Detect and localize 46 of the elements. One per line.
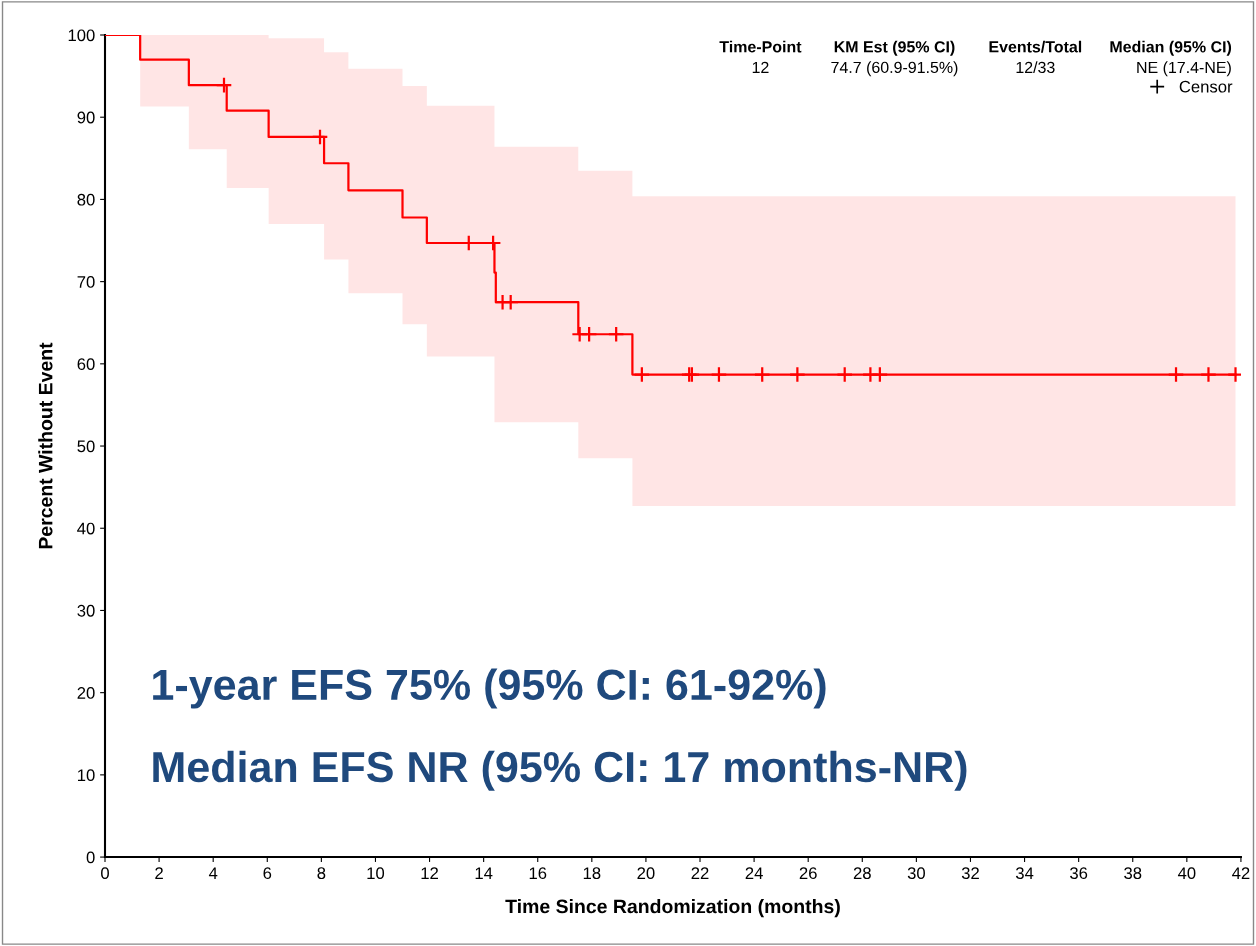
x-tick-label: 16 <box>529 867 547 880</box>
annotation: KM Est (95% CI) <box>834 40 955 56</box>
x-tick-label: 4 <box>208 867 218 879</box>
text: Censor <box>1179 80 1233 93</box>
y-tick-label: 90 <box>77 111 95 124</box>
y-tick-label: 10 <box>78 769 95 782</box>
x-tick-label: 28 <box>853 867 871 880</box>
x-axis-title: Time Since Randomization (months) <box>505 899 840 918</box>
annotation: Median (95% CI) <box>1110 40 1232 56</box>
y-tick-label: 20 <box>77 687 95 699</box>
annotation: NE (17.4-NE) <box>1137 61 1231 77</box>
annotation: 1-year EFS 75% (95% CI: 61-92%) <box>153 668 826 709</box>
annotation: 12/33 <box>1016 61 1055 74</box>
x-tick-label: 38 <box>1124 867 1142 880</box>
y-tick-label: 40 <box>77 522 95 535</box>
annotation: 12 <box>752 61 769 73</box>
x-tick-label: 32 <box>961 867 979 880</box>
y-tick-label: 100 <box>68 29 95 42</box>
x-tick-label: 22 <box>691 867 709 879</box>
x-tick-label: 36 <box>1070 867 1088 880</box>
x-tick-label: 34 <box>1015 867 1034 880</box>
x-tick-label: 26 <box>799 867 817 880</box>
y-tick-label: 50 <box>77 440 95 453</box>
y-tick-label: 70 <box>77 276 95 288</box>
x-tick-label: 12 <box>421 867 438 879</box>
y-tick-label: 80 <box>77 193 95 206</box>
x-tick-label: 20 <box>637 867 655 880</box>
x-tick-label: 24 <box>745 867 763 879</box>
x-tick-label: 14 <box>475 867 493 879</box>
x-tick-label: 18 <box>583 867 601 880</box>
x-tick-label: 10 <box>367 867 385 880</box>
x-tick-label: 30 <box>907 867 925 880</box>
x-tick-label: 42 <box>1232 867 1250 879</box>
annotation: Events/Total <box>989 40 1082 53</box>
x-tick-label: 8 <box>317 867 326 880</box>
annotation: Time-Point <box>719 40 802 53</box>
y-axis-title: Percent Without Event <box>38 342 53 549</box>
annotation: 74.7 (60.9-91.5%) <box>831 61 958 77</box>
x-tick-label: 40 <box>1177 867 1196 880</box>
x-tick-label: 6 <box>263 867 272 880</box>
x-tick-label: 0 <box>101 867 109 880</box>
x-tick-label: 2 <box>155 867 163 879</box>
annotation: Median EFS NR (95% CI: 17 months-NR) <box>153 750 967 791</box>
y-tick-label: 60 <box>77 358 95 371</box>
y-tick-label: 30 <box>77 604 95 617</box>
y-tick-label: 0 <box>86 851 95 864</box>
